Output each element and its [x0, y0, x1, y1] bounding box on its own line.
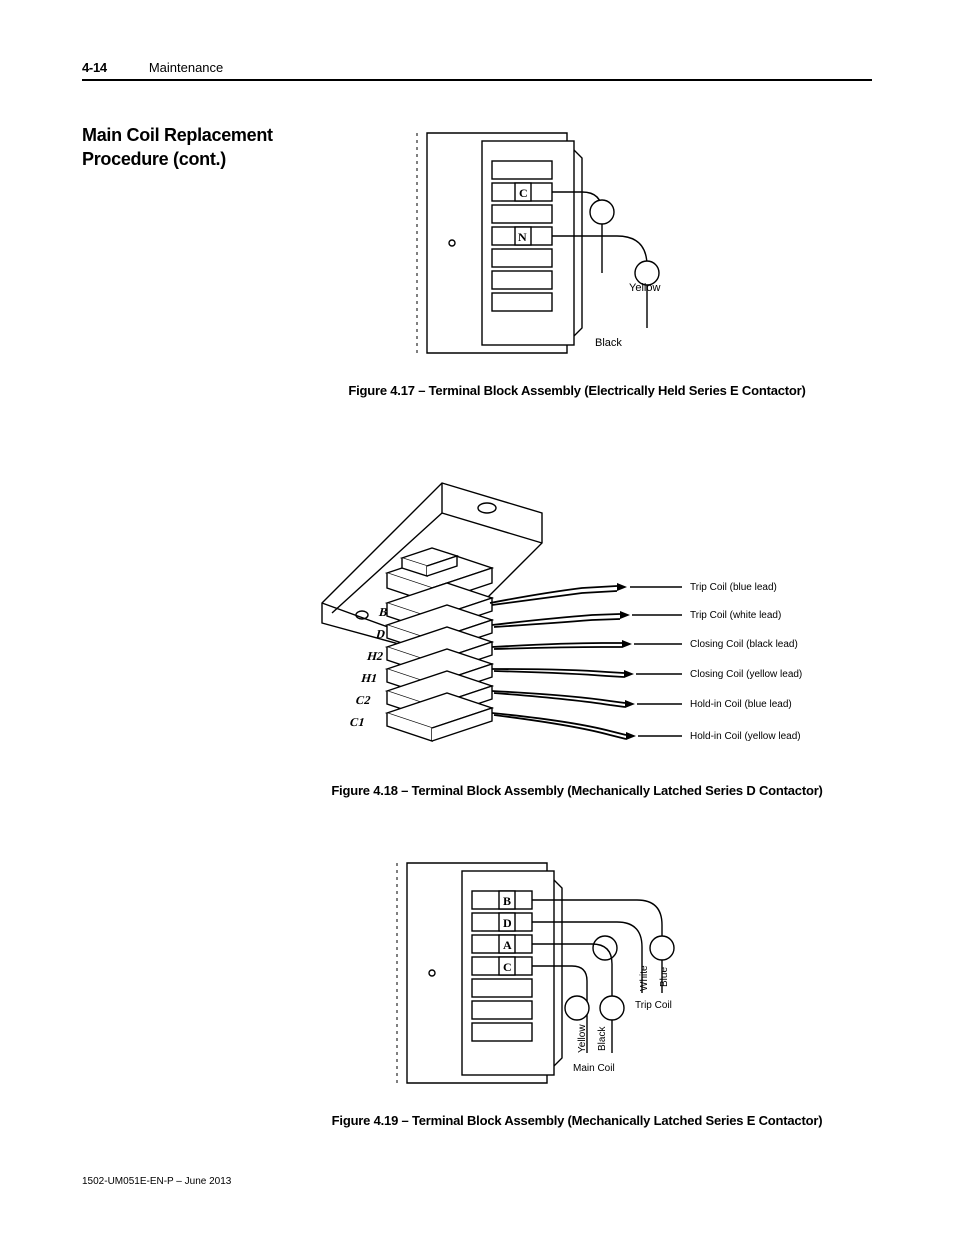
trip-coil-label: Trip Coil: [635, 1000, 672, 1011]
terminal-h2: H2: [366, 649, 385, 663]
lead-2: Closing Coil (black lead): [690, 639, 798, 650]
figure-4-19-caption: Figure 4.19 – Terminal Block Assembly (M…: [332, 1113, 823, 1128]
lead-1: Trip Coil (white lead): [690, 610, 781, 621]
lead-5: Hold-in Coil (yellow lead): [690, 731, 801, 742]
color-white: White: [639, 965, 650, 991]
lead-yellow: Yellow: [629, 282, 660, 294]
footer-pubref: 1502-UM051E-EN-P – June 2013: [82, 1176, 231, 1187]
terminal-label-n: N: [518, 230, 527, 244]
figure-4-18-caption: Figure 4.18 – Terminal Block Assembly (M…: [331, 783, 822, 798]
color-yellow: Yellow: [577, 1024, 588, 1053]
color-blue: Blue: [659, 967, 670, 987]
lead-0: Trip Coil (blue lead): [690, 582, 777, 593]
figure-4-17: C N Yellow Black Figure 4.17 – Terminal …: [282, 123, 872, 398]
terminal-b19: B: [503, 894, 511, 908]
figure-4-18-diagram: B D H2 H1 C2 C1 Trip Coil (blue lead) Tr…: [282, 453, 872, 773]
color-black: Black: [597, 1026, 608, 1051]
section-name: Maintenance: [149, 60, 223, 75]
terminal-a19: A: [503, 938, 512, 952]
page-header: 4-14 Maintenance: [82, 60, 872, 81]
terminal-label-c: C: [519, 186, 528, 200]
figure-4-18: B D H2 H1 C2 C1 Trip Coil (blue lead) Tr…: [282, 453, 872, 798]
lead-4: Hold-in Coil (blue lead): [690, 699, 792, 710]
terminal-h1: H1: [360, 671, 379, 685]
terminal-d19: D: [503, 916, 512, 930]
side-heading: Main Coil Replacement Procedure (cont.): [82, 123, 282, 172]
terminal-c2: C2: [354, 693, 372, 707]
figure-4-17-diagram: C N Yellow Black: [397, 123, 757, 373]
lead-black: Black: [595, 337, 622, 349]
lead-3: Closing Coil (yellow lead): [690, 669, 802, 680]
figure-4-19: B D A C White Blue Yellow Black Trip Coi…: [282, 853, 872, 1128]
terminal-c19: C: [503, 960, 512, 974]
figure-4-19-diagram: B D A C White Blue Yellow Black Trip Coi…: [377, 853, 777, 1103]
main-coil-label: Main Coil: [573, 1063, 615, 1074]
page-number: 4-14: [82, 60, 107, 75]
figure-4-17-caption: Figure 4.17 – Terminal Block Assembly (E…: [348, 383, 805, 398]
terminal-c1: C1: [348, 715, 366, 729]
